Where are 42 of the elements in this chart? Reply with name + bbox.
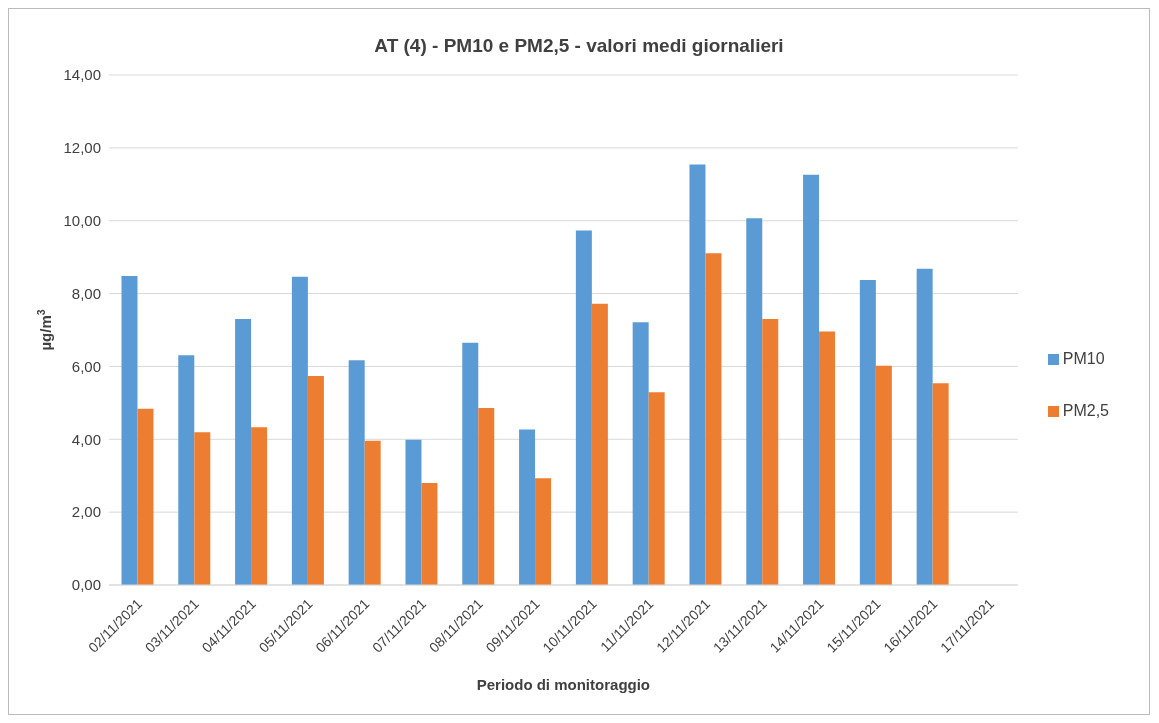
bar	[648, 392, 665, 585]
bar	[875, 365, 892, 585]
bar	[591, 303, 608, 585]
y-tick-label: 4,00	[71, 430, 101, 448]
y-tick-label: 6,00	[71, 357, 101, 375]
bar	[421, 483, 438, 585]
bar	[519, 429, 536, 585]
bar	[251, 427, 268, 585]
bar	[235, 319, 252, 585]
bar	[121, 276, 138, 585]
bar	[575, 230, 592, 585]
bar	[535, 478, 552, 585]
chart-title: AT (4) - PM10 e PM2,5 - valori medi giornalieri	[374, 35, 784, 56]
bar	[405, 439, 422, 585]
bar	[291, 276, 308, 585]
bar	[803, 174, 820, 585]
bar	[689, 164, 706, 585]
y-tick-label: 12,00	[63, 139, 101, 157]
y-tick-label: 10,00	[63, 212, 101, 230]
bar	[859, 280, 876, 585]
bar	[348, 360, 365, 585]
bar	[364, 440, 381, 585]
bar	[478, 407, 495, 585]
bar	[194, 432, 211, 585]
bar	[916, 268, 933, 585]
y-tick-label: 14,00	[63, 66, 101, 84]
bar	[932, 383, 949, 585]
bar	[705, 253, 722, 585]
bar	[178, 355, 195, 585]
y-tick-label: 8,00	[71, 284, 101, 302]
bar	[762, 319, 779, 585]
y-tick-label: 2,00	[71, 503, 101, 521]
y-tick-label: 0,00	[71, 576, 101, 594]
bar	[137, 408, 154, 585]
bar	[307, 375, 324, 585]
bar	[819, 331, 836, 585]
legend-label: PM2,5	[1062, 402, 1109, 419]
bar	[462, 342, 479, 585]
x-axis-title: Periodo di monitoraggio	[476, 676, 651, 693]
legend-label: PM10	[1062, 350, 1105, 367]
bar	[632, 322, 649, 585]
bar	[746, 218, 763, 585]
